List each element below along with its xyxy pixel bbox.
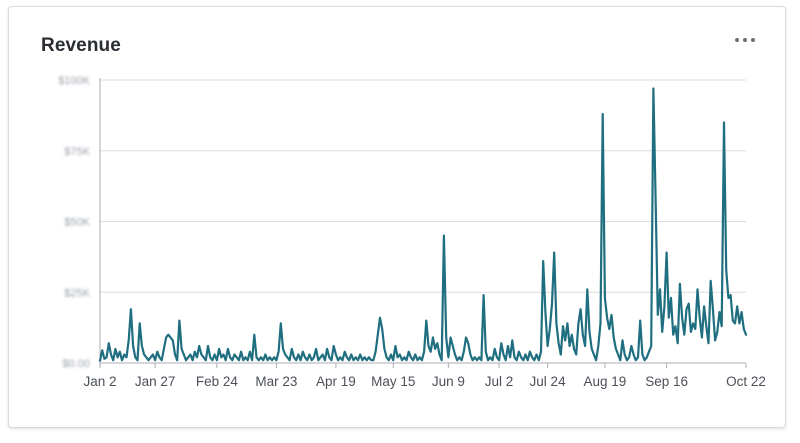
x-tick-label: Apr 19 xyxy=(316,374,356,389)
x-tick-label: Jun 9 xyxy=(432,374,465,389)
y-axis: $0.00 $25K $50K $75K $100K xyxy=(58,75,90,370)
series xyxy=(98,87,748,362)
x-tick-label: Jul 2 xyxy=(485,374,514,389)
y-tick-label: $25K xyxy=(64,287,90,299)
x-tick-label: Jan 27 xyxy=(135,374,176,389)
y-tick-label: $50K xyxy=(64,217,90,229)
x-axis: Jan 2 Jan 27 Feb 24 Mar 23 Apr 19 May 15 Jun 9… xyxy=(83,363,766,389)
x-tick-label: Feb 24 xyxy=(196,374,239,389)
menu-dot xyxy=(743,38,747,42)
menu-dot xyxy=(735,38,739,42)
x-tick-label: May 15 xyxy=(371,374,415,389)
x-tick-label: Oct 22 xyxy=(726,374,766,389)
x-tick-label: Aug 19 xyxy=(583,374,626,389)
y-tick-label: $75K xyxy=(64,146,90,158)
x-tick-label: Sep 16 xyxy=(645,374,688,389)
x-tick-label: Jul 24 xyxy=(530,374,567,389)
menu-dot xyxy=(751,38,755,42)
x-tick-label: Mar 23 xyxy=(255,374,297,389)
gridlines xyxy=(99,78,746,364)
y-tick-label: $0.00 xyxy=(62,358,90,370)
revenue-series-line xyxy=(98,87,748,362)
y-tick-label: $100K xyxy=(58,75,90,87)
card-title: Revenue xyxy=(41,35,121,56)
more-options-icon[interactable] xyxy=(728,29,762,51)
x-tick-label: Jan 2 xyxy=(83,374,116,389)
